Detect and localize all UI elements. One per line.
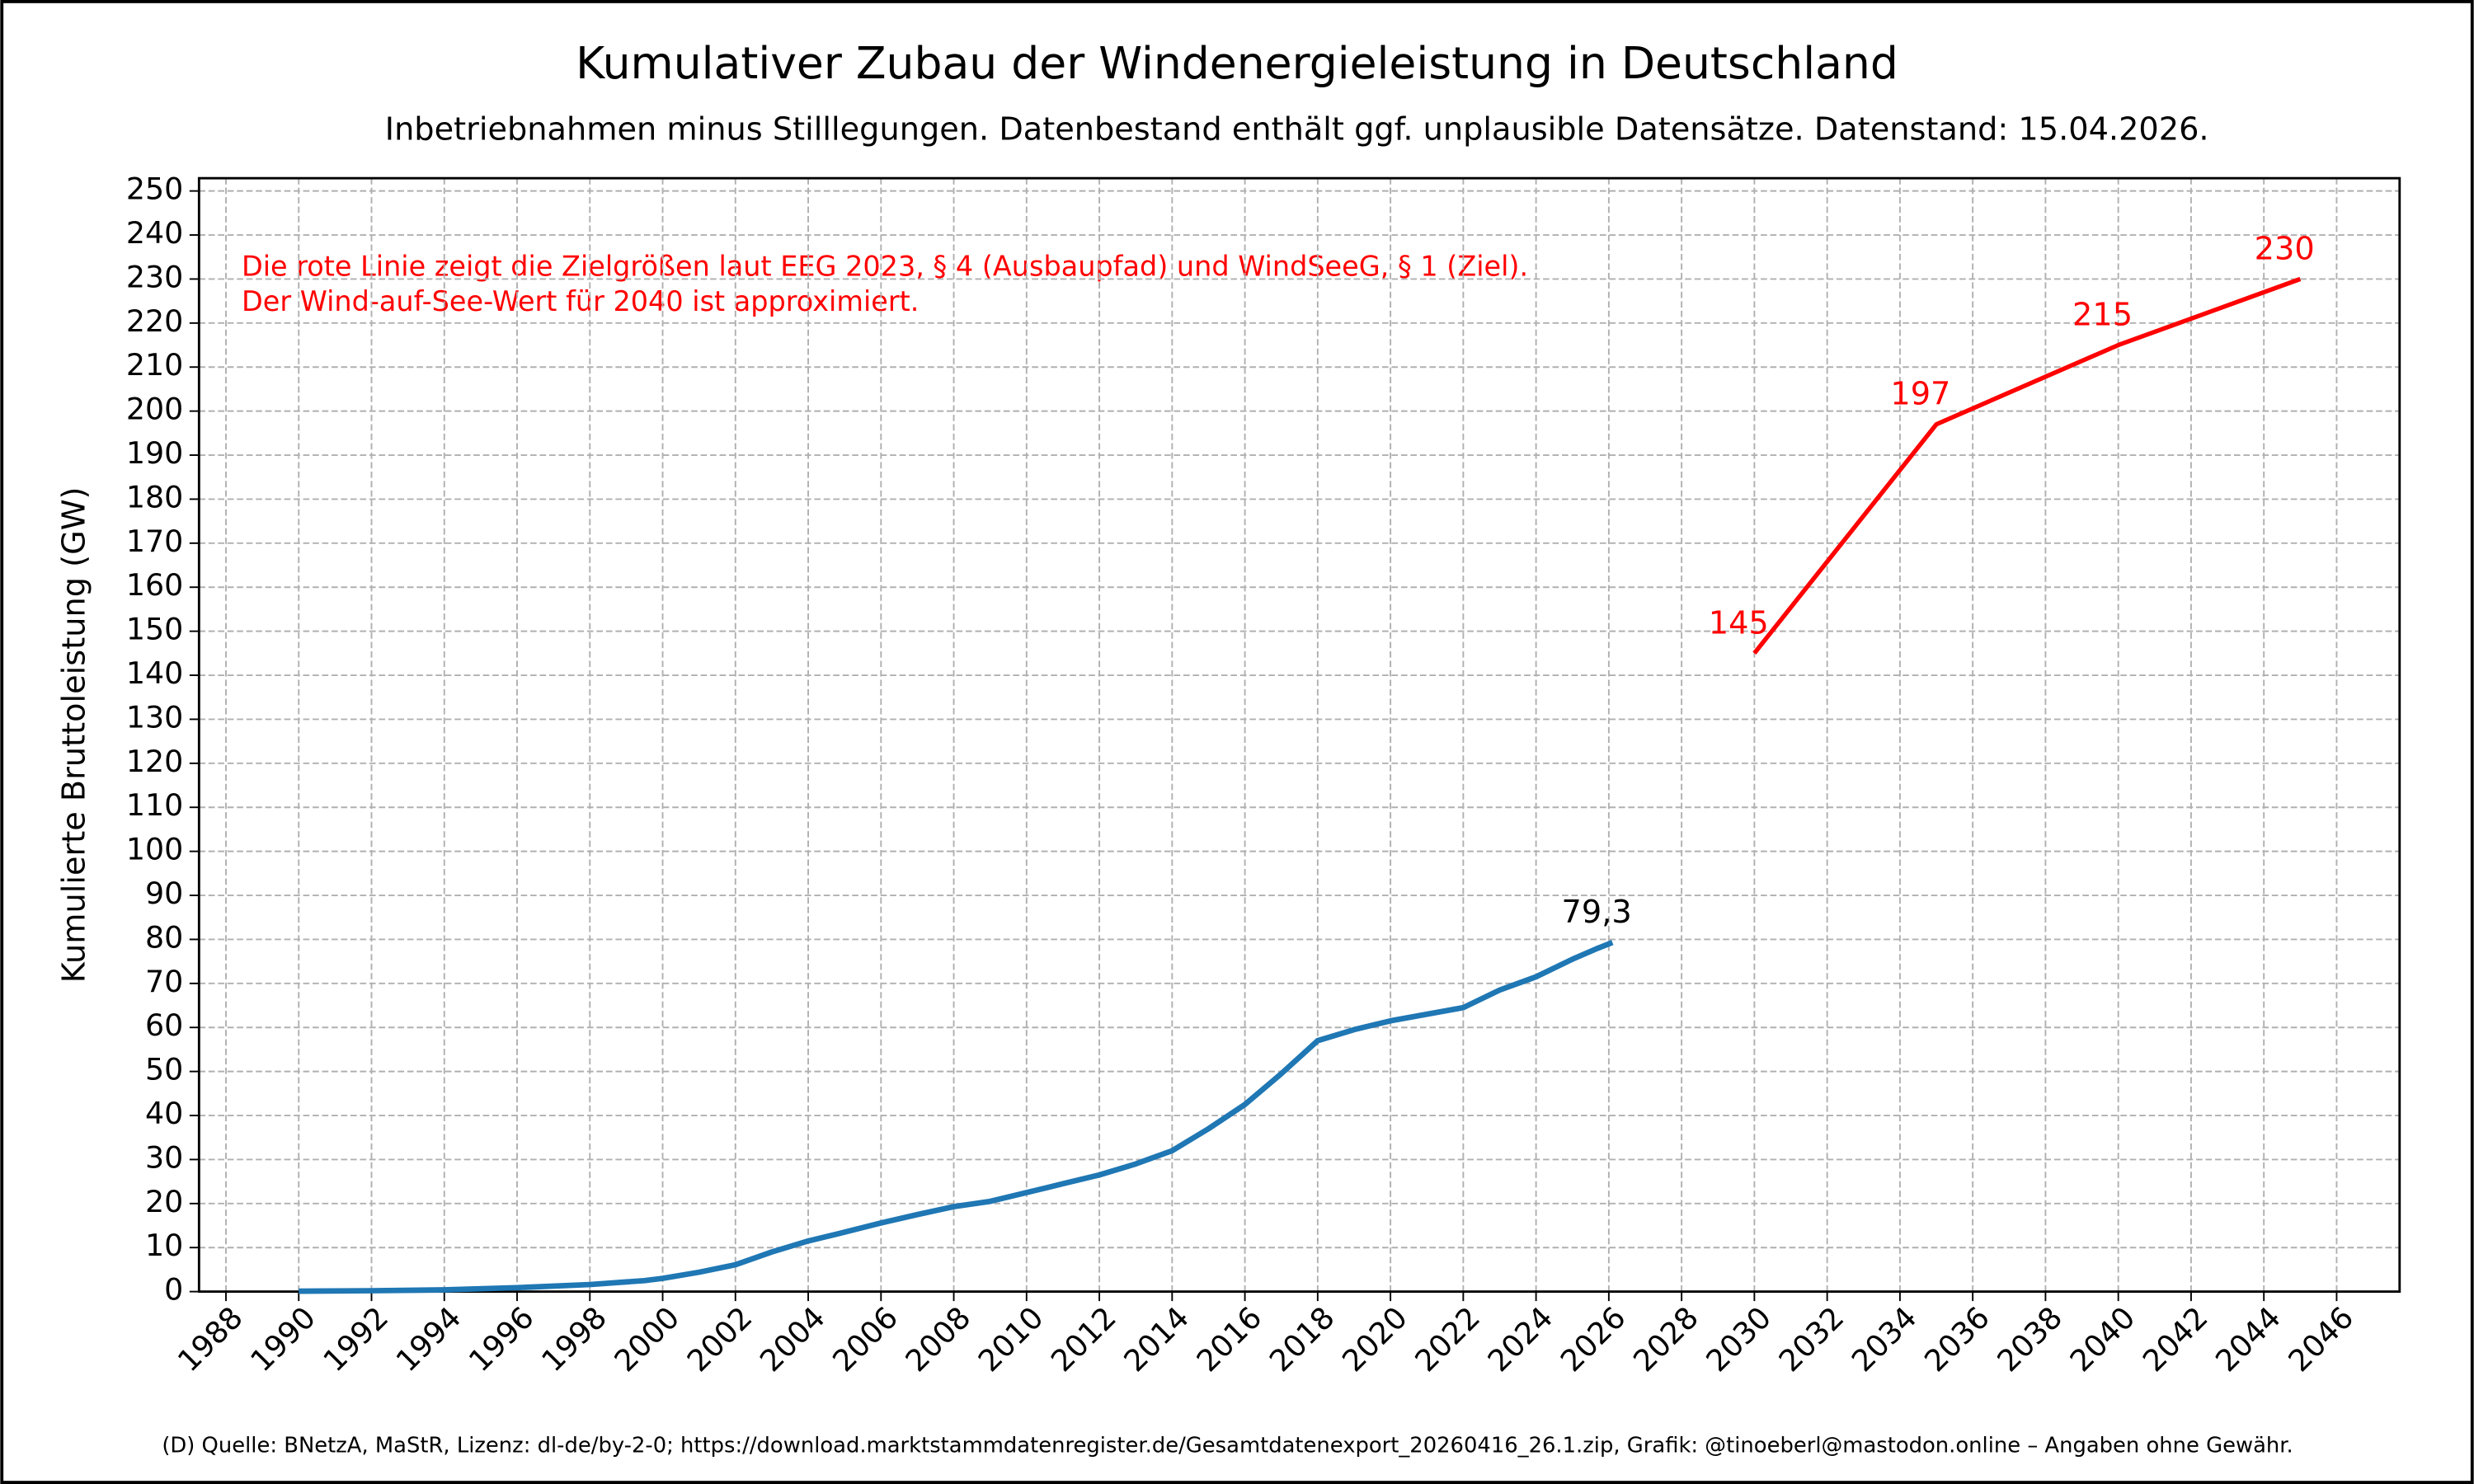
y-tick-label: 190 [126,435,183,471]
y-tick-label: 230 [126,259,183,294]
y-tick-label: 220 [126,303,183,339]
data-label: 230 [2255,231,2315,268]
y-tick-label: 20 [145,1184,183,1219]
y-tick-label: 210 [126,347,183,383]
y-tick-label: 150 [126,612,183,647]
chart-title: Kumulativer Zubau der Windenergieleistun… [576,37,1898,89]
y-axis-label: Kumulierte Bruttoleistung (GW) [56,487,93,984]
y-tick-label: 170 [126,524,183,559]
note: Der Wind-auf-See-Wert für 2040 ist appro… [242,285,919,317]
y-tick-label: 60 [145,1007,183,1043]
y-tick-label: 40 [145,1096,183,1131]
line [299,940,1614,1294]
y-tick-label: 180 [126,479,183,514]
data-label: 145 [1709,604,1769,641]
y-tick-label: 240 [126,215,183,251]
data-label: 197 [1890,376,1950,413]
y-tick-label: 140 [126,655,183,691]
y-tick-label: 100 [126,832,183,867]
y-tick-label: 90 [145,876,183,911]
footer: (D) Quelle: BNetzA, MaStR, Lizenz: dl-de… [162,1434,2293,1458]
y-tick-label: 200 [126,392,183,427]
y-tick-label: 130 [126,699,183,735]
data-label: 79,3 [1562,894,1632,931]
y-tick-label: 50 [145,1052,183,1087]
plot-frame [197,176,2401,1294]
data-label: 215 [2072,297,2133,334]
y-tick-label: 120 [126,744,183,779]
y-tick-label: 10 [145,1228,183,1263]
line [1752,276,2302,655]
y-tick-label: 70 [145,964,183,999]
chart-subtitle: Inbetriebnahmen minus Stilllegungen. Dat… [385,110,2209,148]
note: Die rote Linie zeigt die Zielgrößen laut… [242,251,1528,283]
y-tick-label: 250 [126,171,183,207]
y-tick-label: 110 [126,787,183,823]
y-tick-label: 30 [145,1139,183,1175]
y-tick-label: 80 [145,919,183,955]
y-tick-label: 0 [164,1272,183,1308]
y-tick-label: 160 [126,567,183,603]
